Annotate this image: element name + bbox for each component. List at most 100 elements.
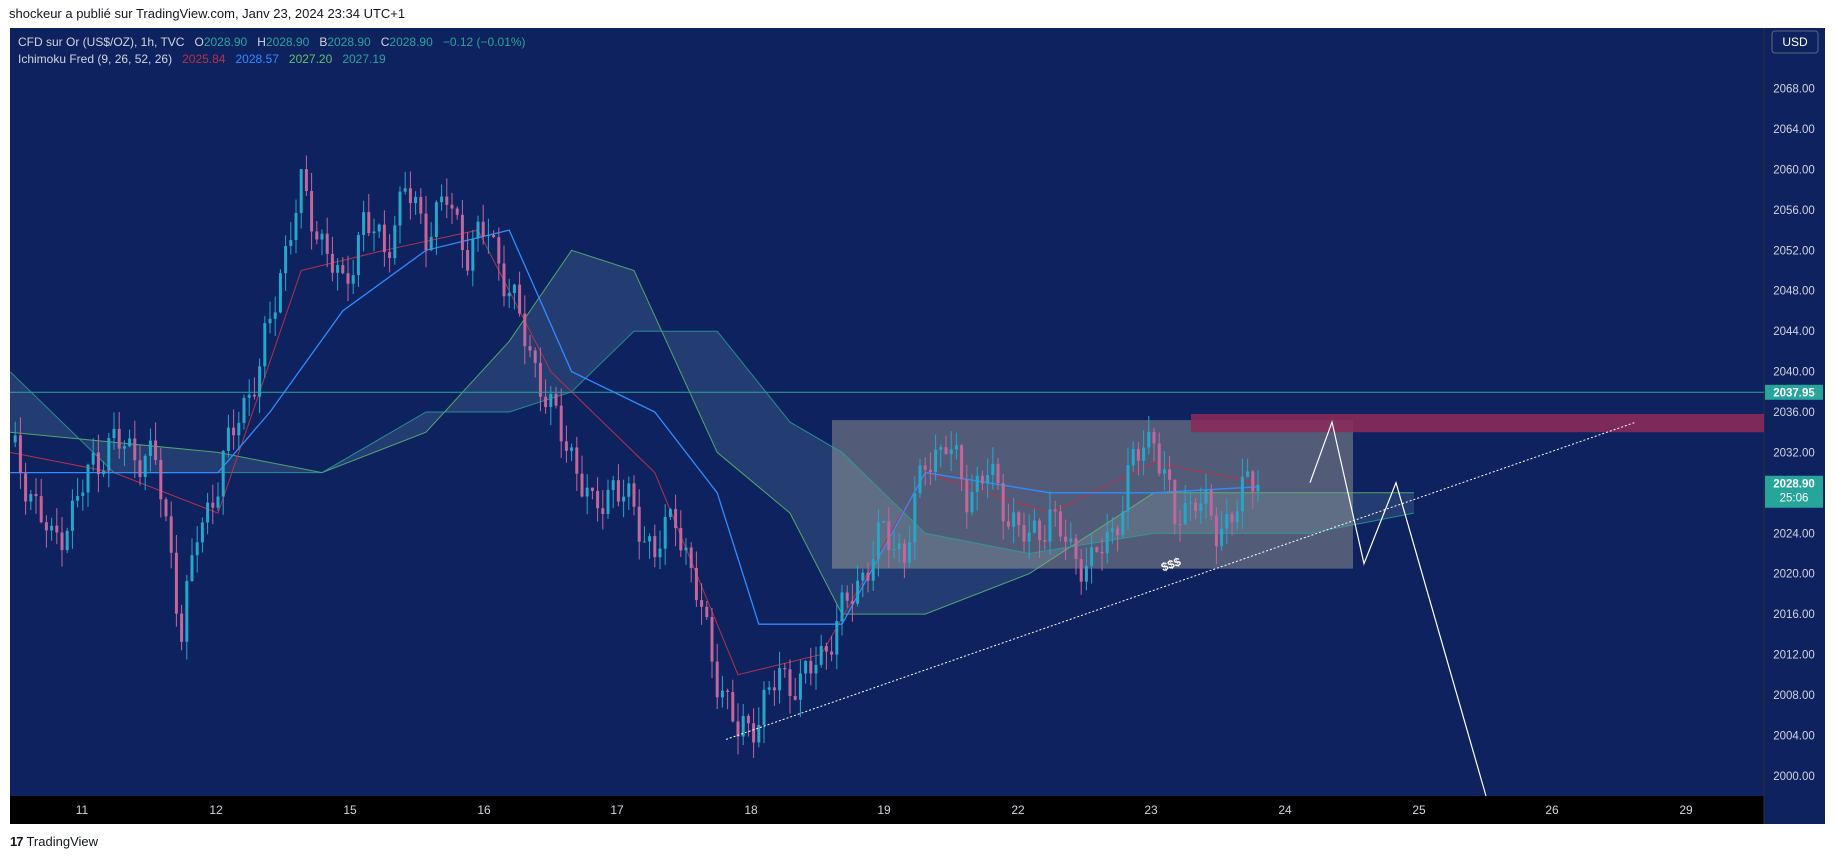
- candle-body: [440, 196, 444, 203]
- price-axis-background[interactable]: [1764, 28, 1825, 824]
- candle-body: [913, 493, 917, 543]
- candle-body: [434, 202, 438, 237]
- candle-body: [814, 664, 818, 674]
- candle-body: [486, 235, 490, 237]
- price-chart[interactable]: 2072.002068.002064.002060.002056.002052.…: [9, 28, 1825, 824]
- drawings: [10, 391, 1764, 797]
- candle-body: [632, 483, 636, 507]
- candle-body: [653, 536, 657, 558]
- candle-body: [772, 687, 776, 691]
- candle-body: [507, 292, 511, 297]
- candle-body: [788, 669, 792, 697]
- candle-body: [65, 530, 69, 551]
- candle-body: [289, 240, 293, 246]
- candle-body: [1251, 471, 1255, 492]
- candle-body: [720, 690, 724, 698]
- candle-body: [1084, 565, 1088, 582]
- candle-body: [1090, 547, 1094, 566]
- candle-body: [679, 528, 683, 551]
- candle-body: [949, 449, 953, 454]
- candle-body: [1246, 471, 1250, 477]
- time-tick-label: 17: [610, 803, 624, 817]
- liquidity-label: $$$: [1159, 554, 1183, 574]
- candle-body: [258, 366, 262, 397]
- candle-body: [419, 197, 423, 214]
- candle-body: [897, 543, 901, 550]
- candle-body: [414, 197, 418, 204]
- time-tick-label: 12: [209, 803, 223, 817]
- drawing-zones: [832, 414, 1764, 569]
- tradingview-logo-icon[interactable]: 17: [10, 833, 24, 849]
- candle-body: [658, 548, 662, 558]
- price-tick-label: 2016.00: [1773, 609, 1815, 621]
- candle-body: [939, 447, 943, 450]
- candle-body: [856, 580, 860, 604]
- price-tick-label: 2056.00: [1773, 205, 1815, 217]
- price-badge: [1765, 475, 1823, 508]
- candle-body: [596, 490, 600, 509]
- candle-body: [1131, 449, 1135, 466]
- candle-body: [252, 394, 256, 397]
- candle-body: [1006, 521, 1010, 527]
- price-tick-label: 2024.00: [1773, 528, 1815, 540]
- time-axis-background[interactable]: [10, 796, 1764, 824]
- price-badge-timer: 25:06: [1780, 493, 1809, 505]
- footer-brand[interactable]: TradingView: [26, 833, 99, 849]
- candle-body: [377, 224, 381, 232]
- candle-body: [226, 427, 230, 451]
- chart-panel[interactable]: 2072.002068.002064.002060.002056.002052.…: [9, 28, 1825, 824]
- time-tick-label: 25: [1412, 803, 1426, 817]
- candle-body: [627, 483, 631, 497]
- price-tick-label: 2012.00: [1773, 650, 1815, 662]
- ascending-trendline[interactable]: [725, 421, 1637, 740]
- candle-body: [29, 494, 33, 502]
- candle-body: [564, 441, 568, 451]
- projection-path[interactable]: [1309, 419, 1487, 797]
- candle-body: [174, 552, 178, 614]
- candle-body: [429, 236, 433, 251]
- candle-body: [731, 692, 735, 722]
- candle-body: [164, 499, 168, 517]
- candle-body: [752, 723, 756, 743]
- candle-body: [237, 422, 241, 436]
- candle-body: [278, 273, 282, 313]
- candle-body: [1168, 469, 1172, 480]
- candle-body: [1105, 531, 1109, 554]
- candle-body: [882, 520, 886, 523]
- candle-body: [1001, 483, 1005, 522]
- candle-body: [497, 237, 501, 264]
- candle-body: [850, 600, 854, 604]
- candle-body: [1136, 449, 1140, 461]
- candle-body: [232, 427, 236, 436]
- time-tick-label: 16: [477, 803, 491, 817]
- candle-body: [606, 489, 610, 514]
- candle-body: [492, 235, 496, 238]
- candle-body: [320, 233, 324, 240]
- candle-body: [684, 547, 688, 551]
- candle-body: [336, 265, 340, 273]
- candle-body: [835, 621, 839, 655]
- candle-body: [445, 196, 449, 205]
- candle-body: [611, 480, 615, 490]
- candle-body: [330, 253, 334, 273]
- candle-body: [876, 522, 880, 560]
- price-tick-label: 2008.00: [1773, 690, 1815, 702]
- candle-body: [284, 245, 288, 274]
- candle-body: [700, 600, 704, 607]
- candle-body: [954, 445, 958, 450]
- candle-body: [518, 284, 522, 314]
- candle-body: [1157, 443, 1161, 474]
- candle-body: [512, 284, 516, 293]
- candle-body: [840, 592, 844, 622]
- currency-badge[interactable]: [1771, 30, 1819, 54]
- resistance-zone: [1191, 414, 1764, 433]
- candle-body: [1256, 484, 1260, 492]
- candle-body: [601, 508, 605, 514]
- candle-body: [637, 506, 641, 542]
- candle-body: [928, 469, 932, 473]
- candle-body: [70, 500, 74, 531]
- candle-body: [481, 221, 485, 237]
- candle-body: [746, 715, 750, 724]
- publish-header: shockeur a publié sur TradingView.com, J…: [0, 0, 1835, 28]
- candle-body: [648, 536, 652, 542]
